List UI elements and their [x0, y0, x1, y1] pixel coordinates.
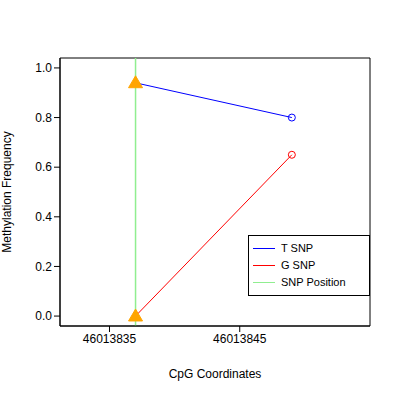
- html-text:G SNP: G SNP: [281, 259, 316, 271]
- html-text:SNP Position: SNP Position: [281, 276, 346, 288]
- svg-text:0.4: 0.4: [35, 210, 52, 224]
- svg-text:1.0: 1.0: [35, 61, 52, 75]
- svg-text:Methylation Frequency: Methylation Frequency: [8, 131, 14, 252]
- svg-text:CpG Coordinates: CpG Coordinates: [169, 367, 262, 381]
- svg-text:0.2: 0.2: [35, 260, 52, 274]
- svg-text:46013835: 46013835: [83, 332, 137, 346]
- svg-text:0.8: 0.8: [35, 111, 52, 125]
- svg-text:0.0: 0.0: [35, 309, 52, 323]
- html-text:T SNP: T SNP: [281, 242, 314, 254]
- svg-text:46013845: 46013845: [213, 332, 267, 346]
- svg-text:0.6: 0.6: [35, 160, 52, 174]
